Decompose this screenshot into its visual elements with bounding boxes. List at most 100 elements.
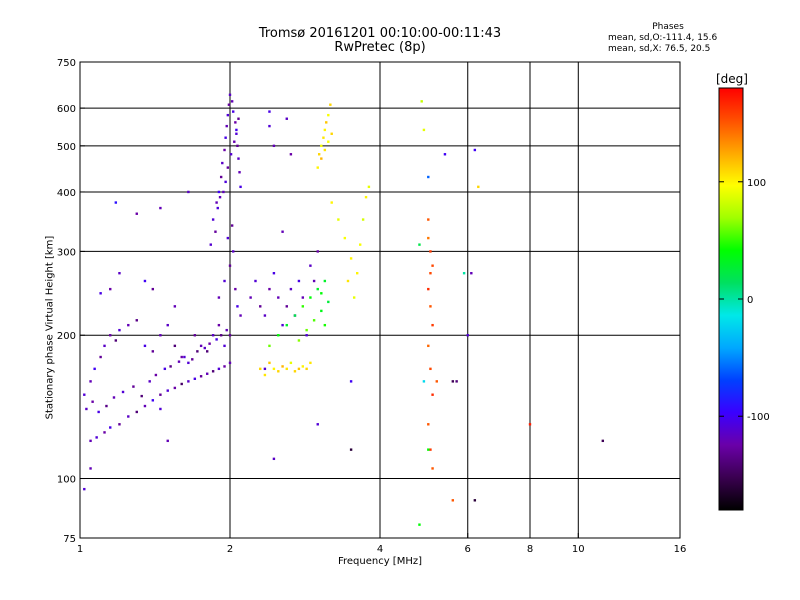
- data-point: [301, 296, 305, 299]
- data-point: [272, 457, 276, 461]
- x-tick-label: 1: [77, 544, 83, 555]
- data-point: [234, 287, 237, 291]
- data-point: [349, 257, 353, 260]
- chart-title: Tromsø 20161201 00:10:00-00:11:43: [258, 26, 502, 41]
- colorbar-tick-label: -100: [747, 412, 770, 423]
- data-point: [316, 287, 319, 291]
- data-point: [103, 431, 106, 434]
- data-point: [135, 410, 138, 414]
- y-axis-ticks: 75 100 200 300 400 500 600 750: [57, 58, 85, 545]
- data-point: [285, 117, 288, 120]
- data-point: [217, 323, 221, 327]
- data-point: [289, 287, 293, 291]
- data-point: [118, 272, 121, 275]
- data-point: [323, 148, 327, 152]
- x-tick-label: 4: [377, 544, 383, 555]
- data-point: [312, 279, 316, 283]
- data-point: [349, 380, 353, 383]
- data-point: [199, 344, 203, 348]
- data-point: [427, 218, 430, 221]
- data-point: [429, 448, 432, 451]
- data-point: [431, 323, 434, 327]
- data-point: [473, 499, 477, 502]
- data-point: [143, 404, 147, 408]
- data-point: [226, 113, 230, 117]
- data-point: [166, 323, 169, 327]
- chart-subtitle: RwPretec (8p): [334, 40, 426, 55]
- data-point: [193, 334, 197, 337]
- data-point: [214, 230, 217, 233]
- data-point: [109, 426, 112, 429]
- data-point: [159, 407, 162, 411]
- data-point: [203, 346, 206, 350]
- stats-heading: Phases: [652, 22, 684, 32]
- data-point: [187, 361, 190, 365]
- data-point: [427, 287, 430, 291]
- stats-o-mode: mean, sd,O:-111.4, 15.6: [608, 33, 718, 43]
- data-point: [199, 375, 203, 378]
- data-point: [349, 448, 353, 451]
- data-point: [352, 296, 356, 299]
- data-point: [301, 365, 305, 368]
- data-point: [193, 377, 197, 380]
- colorbar-unit-label: [deg]: [716, 72, 748, 86]
- data-point: [140, 394, 143, 398]
- data-point: [205, 350, 209, 353]
- data-point: [327, 300, 330, 304]
- data-point: [239, 314, 242, 317]
- y-tick-label: 500: [57, 142, 76, 153]
- data-point: [173, 344, 177, 348]
- y-tick-label: 100: [57, 475, 76, 486]
- data-point: [163, 367, 167, 371]
- data-point: [427, 175, 430, 179]
- data-point: [219, 334, 223, 337]
- data-point: [293, 314, 297, 317]
- data-point: [236, 305, 239, 308]
- data-point: [293, 370, 297, 373]
- data-point: [205, 372, 209, 375]
- data-point: [305, 334, 308, 337]
- data-point: [272, 272, 276, 275]
- data-point: [263, 314, 267, 317]
- data-point: [114, 201, 118, 204]
- data-point: [173, 305, 177, 308]
- data-point: [224, 180, 227, 184]
- data-point: [309, 264, 312, 267]
- data-point: [211, 370, 215, 373]
- data-point: [235, 128, 238, 132]
- data-point: [187, 380, 190, 383]
- data-point: [103, 344, 106, 348]
- y-tick-label: 400: [57, 188, 76, 199]
- data-point: [224, 136, 227, 139]
- grid: [80, 62, 680, 538]
- data-point: [151, 399, 155, 402]
- data-point: [166, 389, 169, 392]
- data-point: [226, 236, 230, 240]
- data-point: [97, 410, 100, 414]
- data-point: [154, 373, 158, 377]
- data-point: [327, 113, 330, 117]
- data-point: [85, 407, 88, 411]
- data-point: [148, 380, 151, 383]
- data-point: [268, 110, 271, 113]
- data-point: [277, 296, 280, 299]
- data-point: [451, 380, 455, 383]
- data-point: [239, 185, 242, 189]
- x-axis-ticks: 1 2 4 6 8 10 16: [77, 533, 686, 555]
- data-point: [216, 206, 219, 210]
- data-point: [462, 272, 466, 275]
- data-point: [309, 296, 312, 299]
- data-point: [320, 144, 323, 148]
- data-point: [316, 250, 319, 253]
- data-point: [238, 171, 241, 174]
- data-point: [215, 338, 218, 341]
- data-point: [95, 436, 98, 439]
- data-point: [316, 166, 319, 169]
- data-point: [323, 323, 327, 327]
- data-point: [169, 365, 172, 368]
- data-point: [127, 323, 130, 327]
- data-point: [427, 236, 430, 240]
- data-point: [232, 110, 235, 113]
- data-point: [237, 117, 240, 120]
- data-point: [259, 367, 262, 371]
